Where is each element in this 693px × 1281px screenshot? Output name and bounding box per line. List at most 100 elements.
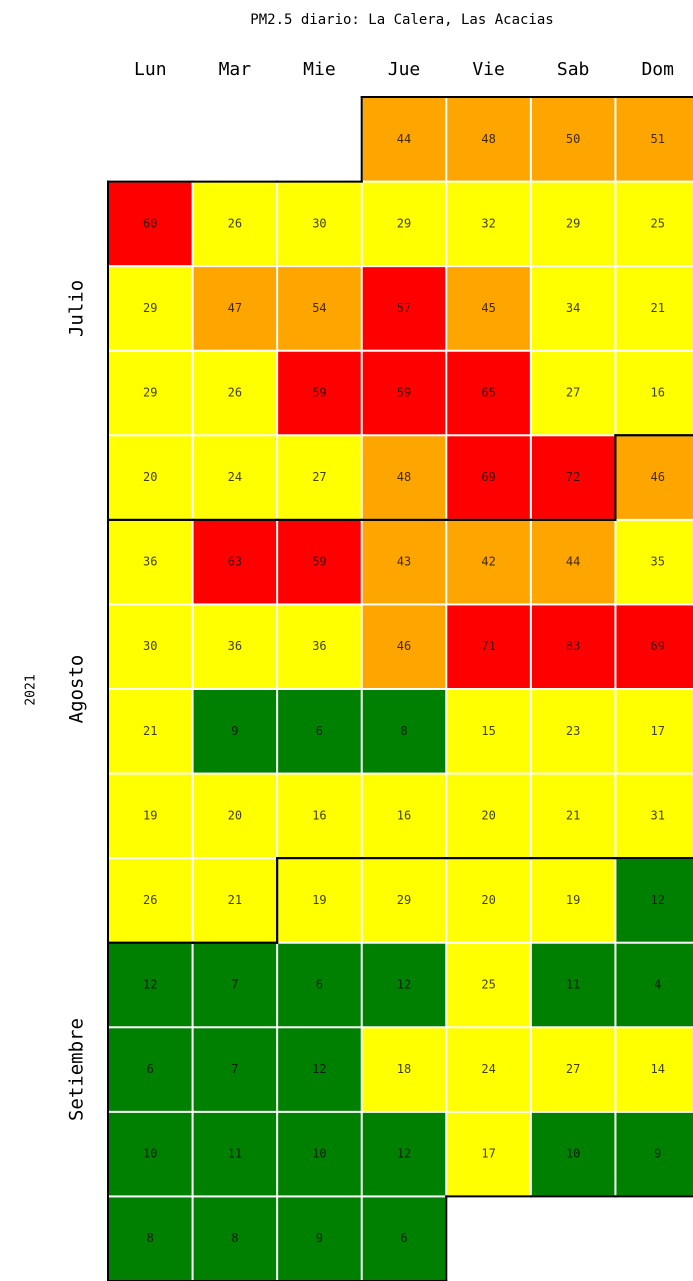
day-value: 12	[143, 978, 157, 992]
day-cell	[362, 1028, 446, 1111]
day-value: 17	[650, 724, 664, 738]
day-cell	[278, 1112, 361, 1196]
day-cell	[362, 774, 446, 858]
weekday-label: Sab	[557, 59, 590, 80]
day-value: 8	[147, 1231, 154, 1245]
day-value: 51	[650, 132, 664, 146]
day-value: 14	[650, 1062, 664, 1076]
day-cell	[531, 436, 615, 519]
day-cell	[531, 182, 615, 266]
day-cell	[447, 1112, 530, 1196]
day-cell	[278, 520, 361, 604]
day-cell	[616, 605, 693, 688]
day-cell	[362, 605, 446, 688]
day-cell	[278, 267, 361, 350]
day-cell	[193, 1112, 277, 1196]
day-cell	[531, 1028, 615, 1111]
day-cell	[278, 1028, 361, 1111]
day-value: 83	[566, 639, 580, 653]
day-cell	[447, 267, 530, 350]
day-cell	[109, 943, 192, 1027]
day-cell	[531, 267, 615, 350]
day-value: 46	[397, 639, 411, 653]
day-value: 25	[650, 216, 664, 230]
day-value: 16	[650, 386, 664, 400]
day-cell	[278, 859, 361, 942]
day-cell	[531, 859, 615, 942]
day-cell	[362, 98, 446, 181]
day-cell	[447, 605, 530, 688]
day-value: 9	[654, 1147, 661, 1161]
day-cell	[193, 267, 277, 350]
day-cell	[109, 774, 192, 858]
day-value: 30	[312, 216, 326, 230]
day-value: 8	[400, 724, 407, 738]
day-value: 59	[312, 555, 326, 569]
day-cell	[531, 98, 615, 181]
day-cell	[193, 436, 277, 519]
day-cell	[447, 1028, 530, 1111]
day-value: 36	[143, 555, 157, 569]
day-cell	[616, 520, 693, 604]
day-cell	[278, 774, 361, 858]
day-value: 19	[566, 893, 580, 907]
day-cell	[109, 520, 192, 604]
day-cell	[447, 98, 530, 181]
day-cell	[531, 690, 615, 773]
day-value: 17	[481, 1147, 495, 1161]
day-cell	[278, 1197, 361, 1280]
day-value: 12	[397, 978, 411, 992]
day-cell	[616, 690, 693, 773]
day-value: 26	[228, 216, 242, 230]
day-cell	[531, 351, 615, 435]
day-value: 26	[228, 386, 242, 400]
day-cell	[447, 859, 530, 942]
day-cell	[362, 1197, 446, 1280]
day-cell	[193, 859, 277, 942]
weekday-label: Dom	[641, 59, 674, 80]
day-value: 20	[481, 808, 495, 822]
day-cell	[193, 520, 277, 604]
day-value: 60	[143, 216, 157, 230]
day-cell	[531, 605, 615, 688]
day-cell	[193, 943, 277, 1027]
day-value: 9	[316, 1231, 323, 1245]
day-value: 29	[397, 216, 411, 230]
day-value: 21	[566, 808, 580, 822]
day-value: 19	[312, 893, 326, 907]
day-cell	[616, 859, 693, 942]
day-cell	[109, 436, 192, 519]
day-cell	[193, 182, 277, 266]
day-value: 6	[147, 1062, 154, 1076]
day-value: 7	[231, 1062, 238, 1076]
day-value: 45	[481, 301, 495, 315]
day-value: 29	[143, 301, 157, 315]
day-value: 46	[650, 470, 664, 484]
day-cell	[278, 943, 361, 1027]
day-cell	[109, 859, 192, 942]
day-value: 6	[316, 978, 323, 992]
day-value: 27	[566, 386, 580, 400]
day-cell	[531, 520, 615, 604]
day-value: 27	[566, 1062, 580, 1076]
day-cell	[278, 182, 361, 266]
day-value: 7	[231, 978, 238, 992]
day-cell	[447, 520, 530, 604]
month-label: Setiembre	[66, 1018, 88, 1121]
day-value: 54	[312, 301, 326, 315]
day-cell	[616, 182, 693, 266]
day-value: 29	[566, 216, 580, 230]
day-value: 16	[397, 808, 411, 822]
day-value: 10	[566, 1147, 580, 1161]
day-value: 44	[397, 132, 411, 146]
day-cell	[616, 267, 693, 350]
day-value: 21	[228, 893, 242, 907]
day-cell	[193, 690, 277, 773]
day-value: 21	[143, 724, 157, 738]
day-value: 18	[397, 1062, 411, 1076]
day-cell	[447, 774, 530, 858]
day-cell	[447, 182, 530, 266]
day-cell	[616, 943, 693, 1027]
day-value: 24	[228, 470, 242, 484]
day-cell	[531, 774, 615, 858]
